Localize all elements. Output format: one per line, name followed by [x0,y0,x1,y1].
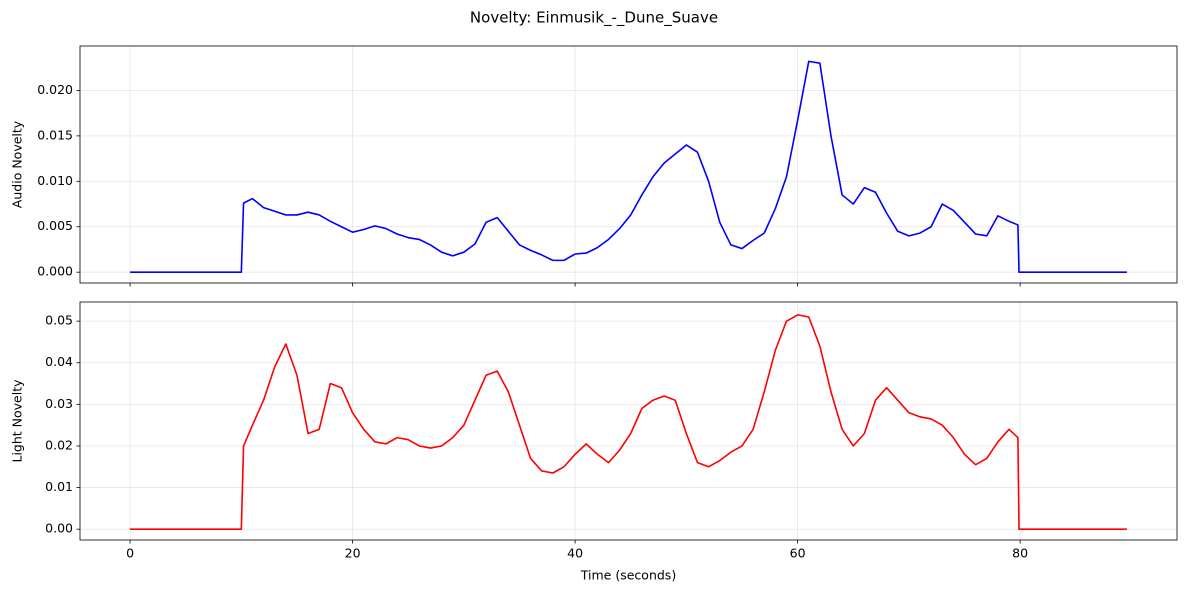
y-tick-label: 0.02 [45,437,73,452]
figure-title: Novelty: Einmusik_-_Dune_Suave [470,9,718,28]
y-tick-label: 0.05 [45,313,73,328]
y-tick-label: 0.00 [45,521,73,536]
axes-frame [79,45,1178,284]
x-axis-label: Time (seconds) [580,568,676,583]
y-tick-label: 0.04 [45,354,73,369]
y-axis-label: Light Novelty [10,379,25,463]
subplot: 0.00 0.01 0.02 0.03 0.04 0.05 0 20 40 60 80 Light N… [10,301,1178,583]
data-line [130,60,1127,273]
data-line [130,314,1127,530]
y-tick-label: 0.005 [37,218,73,233]
subplot: 0.000 0.005 0.010 0.015 0.020 Audio Novelty [10,45,1178,287]
y-tick-label: 0.03 [45,396,73,411]
x-tick-label: 40 [567,546,583,561]
y-tick-label: 0.000 [37,264,73,279]
axes-frame [79,301,1178,541]
x-tick-label: 60 [790,546,806,561]
x-tick-label: 0 [126,546,134,561]
x-tick-label: 20 [345,546,361,561]
x-tick-label: 80 [1012,546,1028,561]
y-tick-label: 0.020 [37,82,73,97]
y-tick-label: 0.015 [37,127,73,142]
y-tick-label: 0.010 [37,173,73,188]
y-axis-label: Audio Novelty [10,120,25,208]
y-tick-label: 0.01 [45,479,73,494]
